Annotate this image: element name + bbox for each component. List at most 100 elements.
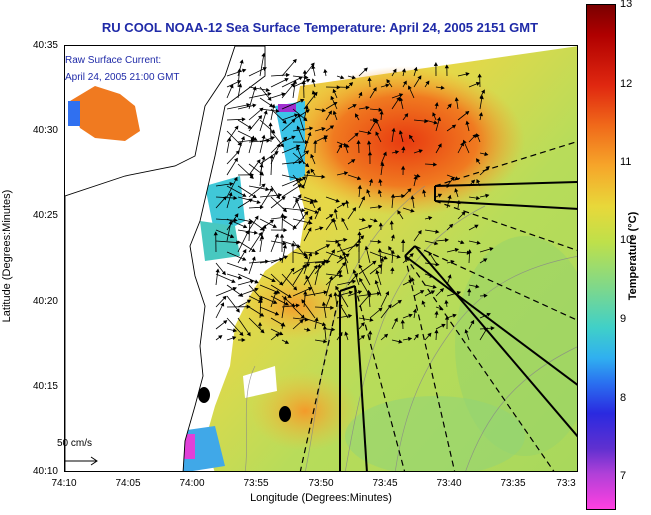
current-vector-head bbox=[361, 196, 365, 201]
current-vector-head bbox=[379, 110, 384, 115]
current-vector-head bbox=[279, 233, 285, 238]
current-vector-head bbox=[265, 87, 271, 92]
x-tick: 73:55 bbox=[243, 478, 269, 489]
current-vector-head bbox=[283, 215, 288, 220]
current-vector-head bbox=[398, 93, 404, 98]
current-vector bbox=[237, 196, 261, 204]
current-vector bbox=[303, 291, 327, 297]
current-vector-head bbox=[303, 117, 308, 122]
current-vector-head bbox=[321, 127, 326, 132]
current-vector-head bbox=[484, 151, 489, 157]
current-vector-head bbox=[287, 294, 292, 298]
current-vector-head bbox=[366, 189, 371, 194]
current-vector-head bbox=[267, 92, 272, 97]
current-vector-head bbox=[397, 210, 402, 215]
current-vector-head bbox=[295, 197, 300, 203]
current-vector bbox=[215, 287, 237, 297]
current-vector-head bbox=[432, 284, 437, 289]
current-vector bbox=[248, 284, 263, 301]
current-vector-head bbox=[351, 279, 357, 284]
current-vector-head bbox=[235, 150, 240, 155]
current-vector bbox=[259, 164, 263, 187]
current-vector-head bbox=[304, 150, 310, 155]
current-vector-head bbox=[292, 79, 298, 84]
current-vector-head bbox=[383, 255, 388, 260]
current-vector-head bbox=[348, 82, 354, 87]
current-vector-head bbox=[293, 113, 299, 118]
current-vector-head bbox=[242, 256, 247, 261]
current-vector-head bbox=[213, 231, 218, 236]
current-vector-head bbox=[360, 334, 366, 340]
current-vector bbox=[237, 104, 256, 110]
current-vector-head bbox=[475, 81, 481, 86]
current-vector-head bbox=[335, 198, 340, 203]
current-vector bbox=[314, 264, 321, 286]
current-vector-head bbox=[258, 115, 263, 120]
current-vector-head bbox=[271, 278, 276, 283]
current-vector-head bbox=[328, 214, 334, 218]
current-vector-head bbox=[303, 290, 308, 295]
y-tick: 40:35 bbox=[32, 40, 58, 51]
x-tick: 73:50 bbox=[308, 478, 334, 489]
current-vector-head bbox=[227, 136, 232, 142]
current-vector-head bbox=[253, 230, 259, 235]
current-vector-head bbox=[229, 84, 234, 89]
current-vector-head bbox=[356, 176, 362, 181]
current-vector-head bbox=[341, 217, 346, 223]
current-vector bbox=[248, 232, 263, 253]
current-vector bbox=[226, 262, 248, 271]
current-vector-head bbox=[343, 237, 348, 243]
current-vector-head bbox=[343, 171, 349, 176]
current-vector-head bbox=[338, 143, 343, 149]
current-vector-head bbox=[267, 96, 272, 101]
colorbar-tick: 11 bbox=[620, 156, 632, 168]
current-vector-head bbox=[401, 146, 406, 151]
current-vector-head bbox=[274, 233, 279, 238]
current-vector-head bbox=[489, 247, 494, 252]
current-vector bbox=[237, 185, 257, 198]
colorbar-label: Temperature (°C) bbox=[627, 211, 639, 301]
current-vector-head bbox=[280, 322, 285, 327]
current-vector-head bbox=[401, 239, 406, 244]
current-vector-head bbox=[245, 230, 250, 235]
current-vector-head bbox=[452, 313, 457, 318]
current-vector-head bbox=[454, 97, 459, 102]
current-vector-head bbox=[332, 110, 337, 115]
current-vector bbox=[237, 273, 259, 284]
current-vector bbox=[270, 155, 273, 176]
current-vector-head bbox=[248, 198, 253, 203]
current-vector-head bbox=[428, 216, 433, 221]
current-vector-head bbox=[234, 213, 239, 218]
current-vector bbox=[215, 229, 234, 238]
current-vector-head bbox=[261, 52, 266, 57]
current-vector bbox=[226, 213, 239, 231]
current-vector-head bbox=[307, 227, 312, 232]
current-vector-head bbox=[354, 113, 359, 118]
current-vector-head bbox=[359, 235, 365, 240]
current-vector-head bbox=[365, 105, 370, 110]
x-axis-label: Longitude (Degrees:Minutes) bbox=[250, 492, 392, 504]
current-vector-head bbox=[328, 275, 333, 280]
current-vector bbox=[226, 218, 247, 228]
current-vector-head bbox=[481, 89, 485, 94]
current-vector-head bbox=[278, 281, 284, 286]
current-vector-head bbox=[297, 113, 302, 118]
current-vector-head bbox=[292, 58, 297, 64]
current-vector-head bbox=[483, 293, 488, 298]
current-vector-head bbox=[229, 182, 234, 187]
current-vector-head bbox=[331, 249, 335, 254]
current-vector bbox=[248, 86, 270, 91]
current-vector-head bbox=[377, 264, 383, 269]
current-vector-head bbox=[314, 209, 319, 214]
x-tick: 73:45 bbox=[372, 478, 398, 489]
current-vector-head bbox=[470, 319, 475, 325]
current-vector-head bbox=[444, 237, 449, 243]
current-vector-head bbox=[444, 64, 449, 69]
current-vector-head bbox=[259, 107, 264, 112]
current-vector-head bbox=[311, 78, 316, 83]
current-vector-head bbox=[465, 72, 470, 77]
current-vector-head bbox=[328, 293, 333, 298]
current-vector-head bbox=[354, 132, 359, 137]
current-vector-head bbox=[313, 91, 318, 97]
x-tick: 73:40 bbox=[436, 478, 462, 489]
